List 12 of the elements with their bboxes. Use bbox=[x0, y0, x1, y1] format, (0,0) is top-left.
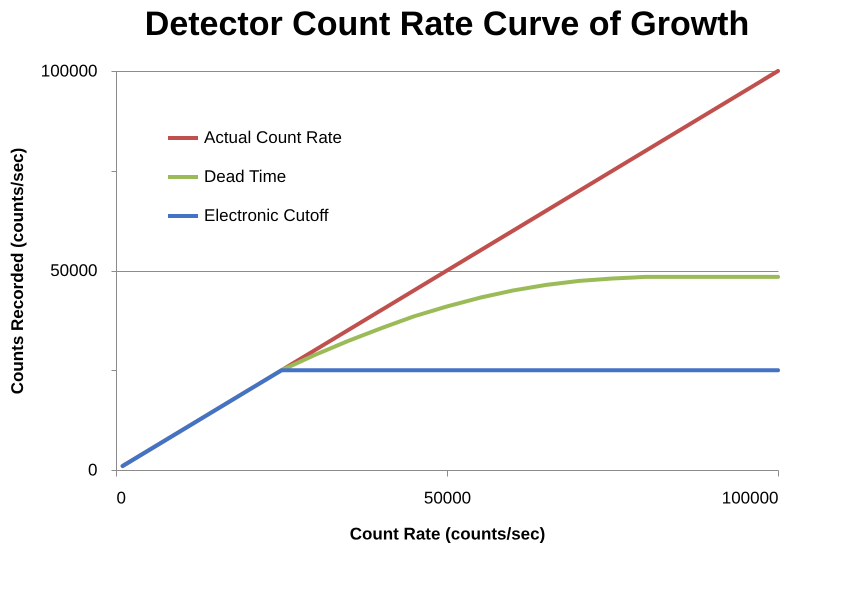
legend-label: Electronic Cutoff bbox=[204, 206, 329, 225]
y-tick-label: 0 bbox=[88, 460, 98, 480]
x-tick-label: 50000 bbox=[424, 488, 472, 508]
legend-label: Actual Count Rate bbox=[204, 128, 342, 147]
x-tick-label: 0 bbox=[116, 488, 126, 508]
y-axis-title: Counts Recorded (counts/sec) bbox=[8, 148, 27, 394]
chart-title: Detector Count Rate Curve of Growth bbox=[144, 5, 750, 43]
legend-label: Dead Time bbox=[204, 167, 286, 186]
x-tick-label: 100000 bbox=[722, 488, 778, 508]
x-axis-title: Count Rate (counts/sec) bbox=[350, 524, 546, 544]
y-tick-label: 50000 bbox=[50, 261, 98, 280]
y-tick-label: 100000 bbox=[40, 62, 98, 80]
